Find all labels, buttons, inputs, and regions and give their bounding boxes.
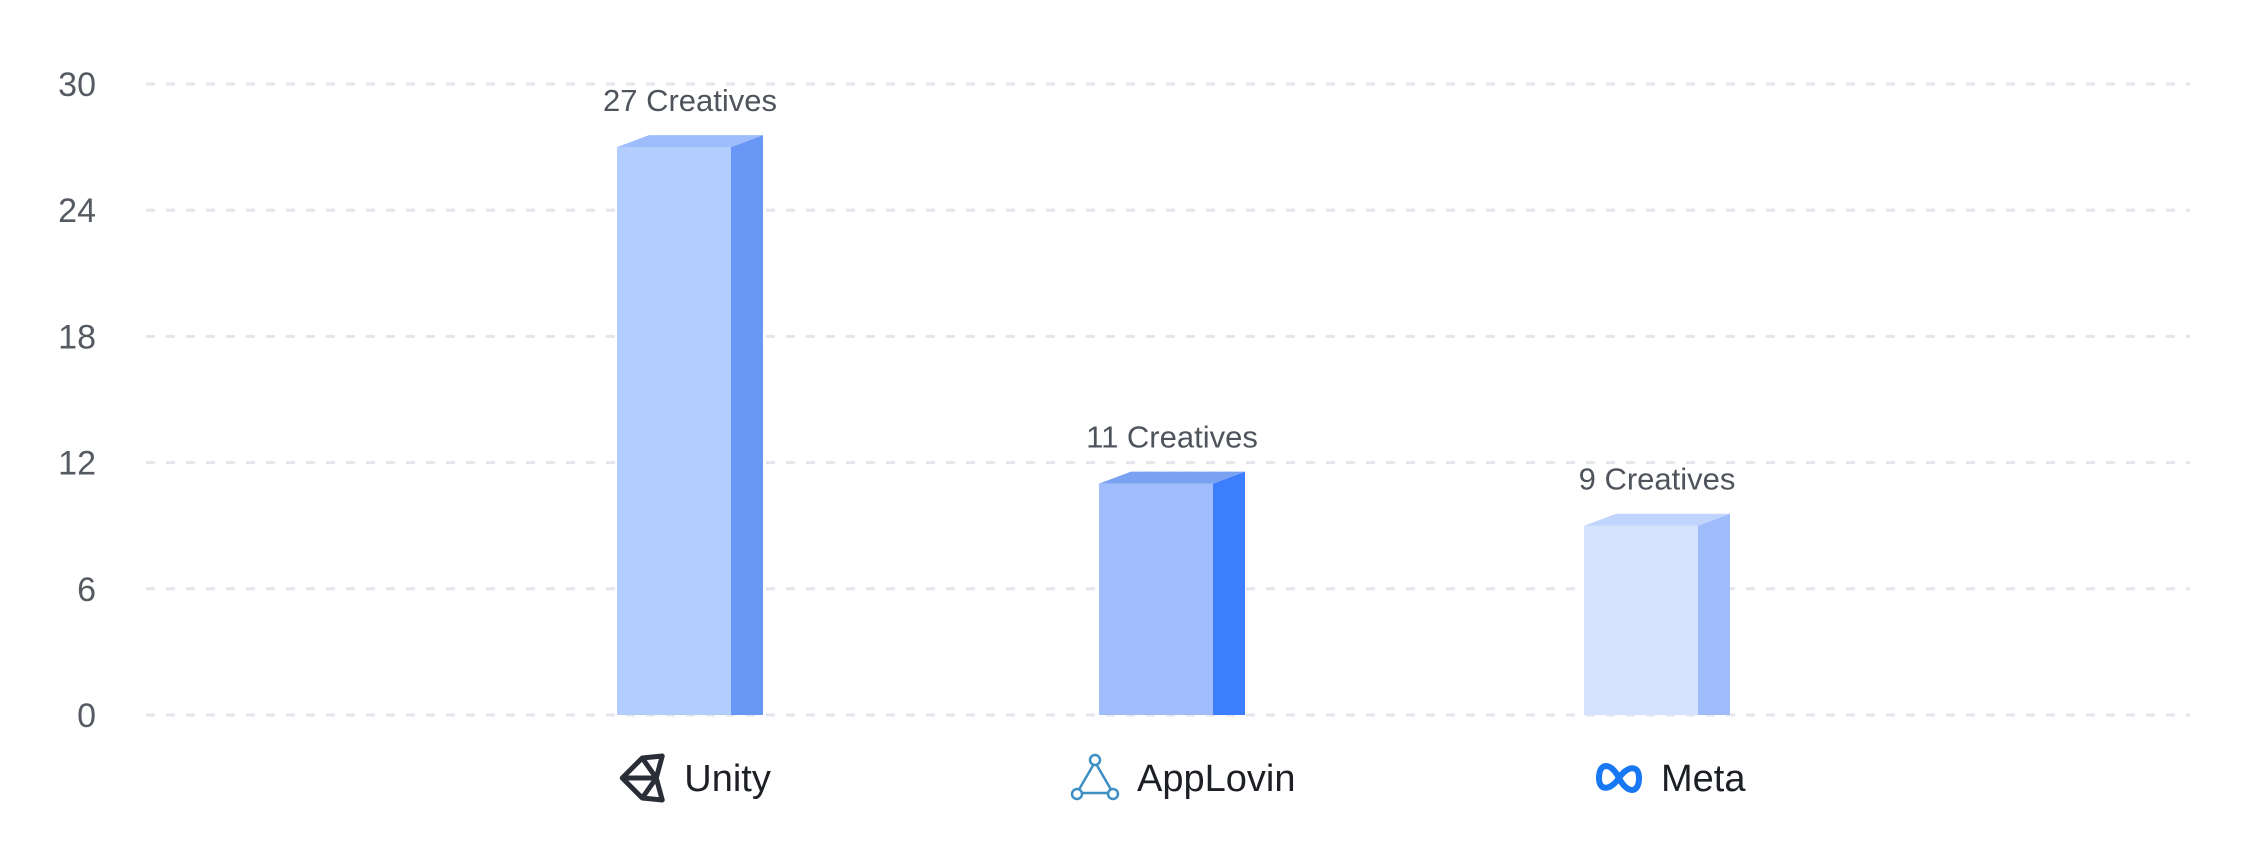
- bars: [617, 135, 1730, 716]
- category-unity: Unity: [619, 753, 771, 803]
- category-applovin: AppLovin: [1070, 753, 1295, 801]
- category-axis: Unity AppLovin Meta: [619, 753, 1746, 803]
- applovin-logo-icon: [1070, 753, 1120, 801]
- y-tick-label: 30: [58, 66, 96, 104]
- y-axis-tick-labels: 0 6 12 18 24 30: [58, 66, 96, 735]
- bar-front: [1099, 483, 1213, 715]
- bar-top: [1584, 513, 1730, 526]
- x-tick-label: Unity: [684, 758, 771, 800]
- y-tick-label: 18: [58, 318, 96, 356]
- bar-top: [1099, 471, 1245, 484]
- bar-unity: [617, 135, 763, 716]
- data-labels: 27 Creatives 11 Creatives 9 Creatives: [603, 83, 1735, 497]
- bar-applovin: [1099, 471, 1245, 715]
- bar-side: [1213, 471, 1245, 715]
- grid-lines: [146, 82, 2190, 717]
- x-tick-label: Meta: [1661, 758, 1746, 800]
- y-tick-label: 6: [77, 571, 96, 609]
- y-tick-label: 12: [58, 445, 96, 483]
- x-tick-label: AppLovin: [1137, 758, 1295, 800]
- bar-meta: [1584, 513, 1730, 715]
- category-meta: Meta: [1596, 758, 1746, 800]
- data-label: 9 Creatives: [1579, 462, 1736, 497]
- bar-front: [1584, 525, 1698, 715]
- bar-side: [1698, 513, 1730, 715]
- y-tick-label: 24: [58, 192, 96, 230]
- bar-front: [617, 147, 731, 716]
- bar-top: [617, 135, 763, 148]
- meta-logo-icon: [1596, 763, 1642, 793]
- data-label: 11 Creatives: [1086, 420, 1258, 455]
- y-tick-label: 0: [77, 697, 96, 735]
- unity-logo-icon: [619, 753, 665, 803]
- bar-side: [731, 135, 763, 716]
- data-label: 27 Creatives: [603, 83, 777, 118]
